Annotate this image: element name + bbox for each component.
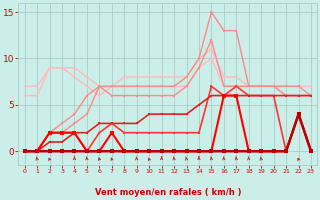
X-axis label: Vent moyen/en rafales ( km/h ): Vent moyen/en rafales ( km/h ) xyxy=(95,188,241,197)
